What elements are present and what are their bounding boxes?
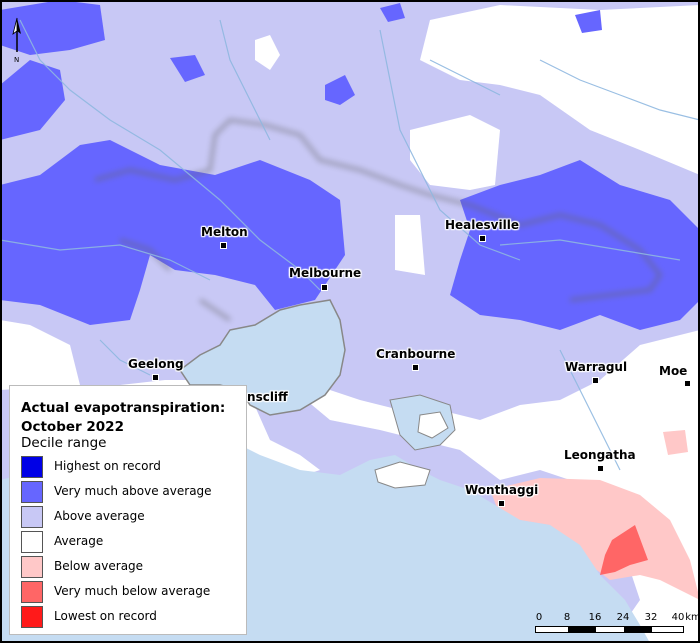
- north-arrow-icon: N: [12, 17, 21, 64]
- town-label-melbourne: Melbourne: [289, 266, 362, 280]
- legend-swatch: [21, 456, 43, 478]
- rivers: [0, 19, 700, 471]
- legend-swatch: [21, 531, 43, 553]
- legend-item-label: Very much above average: [54, 484, 212, 498]
- scale-tick-label: 24: [616, 612, 630, 623]
- town-marker: [152, 374, 159, 381]
- map-legend: Actual evapotranspiration: October 2022 …: [9, 385, 247, 635]
- region-below-average: [490, 430, 700, 600]
- town-marker: [220, 242, 227, 249]
- legend-item-label: Highest on record: [54, 459, 161, 473]
- region-average: [0, 5, 700, 643]
- legend-subtitle: Decile range: [21, 435, 107, 451]
- town-label-cranbourne: Cranbourne: [376, 347, 456, 361]
- town-label-healesville: Healesville: [445, 218, 519, 232]
- legend-swatch: [21, 481, 43, 503]
- scale-unit-label: km: [685, 612, 700, 623]
- legend-swatch: [21, 581, 43, 603]
- town-marker: [597, 465, 604, 472]
- legend-swatch: [21, 556, 43, 578]
- region-very-much-above-average: [0, 0, 700, 330]
- town-marker: [412, 364, 419, 371]
- scale-tick-label: 16: [588, 612, 602, 623]
- legend-item-label: Below average: [54, 559, 144, 573]
- town-marker: [684, 380, 691, 387]
- legend-swatch: [21, 606, 43, 628]
- legend-item-label: Very much below average: [54, 584, 211, 598]
- legend-item-label: Lowest on record: [54, 609, 157, 623]
- town-label-melton: Melton: [201, 225, 248, 239]
- scale-bar-graphic: [535, 626, 684, 633]
- town-marker: [498, 500, 505, 507]
- town-marker: [592, 377, 599, 384]
- town-label-warragul: Warragul: [565, 360, 628, 374]
- town-label-geelong: Geelong: [128, 357, 184, 371]
- town-label-moe: Moe: [659, 364, 688, 378]
- north-label: N: [14, 56, 19, 64]
- legend-title: Actual evapotranspiration: October 2022: [21, 400, 226, 435]
- town-label-leongatha: Leongatha: [564, 448, 636, 462]
- terrain-ridge: [94, 117, 663, 322]
- scale-tick-label: 40: [671, 612, 685, 623]
- region-very-much-below-average: [600, 525, 648, 575]
- legend-item-label: Above average: [54, 509, 145, 523]
- town-marker: [321, 284, 328, 291]
- town-label-wonthaggi: Wonthaggi: [465, 483, 539, 497]
- scale-bar: 0 8 16 24 32 40 km: [533, 612, 700, 640]
- legend-swatch: [21, 506, 43, 528]
- scale-tick-label: 0: [535, 612, 543, 623]
- scale-tick-label: 32: [644, 612, 658, 623]
- scale-tick-label: 8: [563, 612, 571, 623]
- town-marker: [479, 235, 486, 242]
- legend-item-label: Average: [54, 534, 104, 548]
